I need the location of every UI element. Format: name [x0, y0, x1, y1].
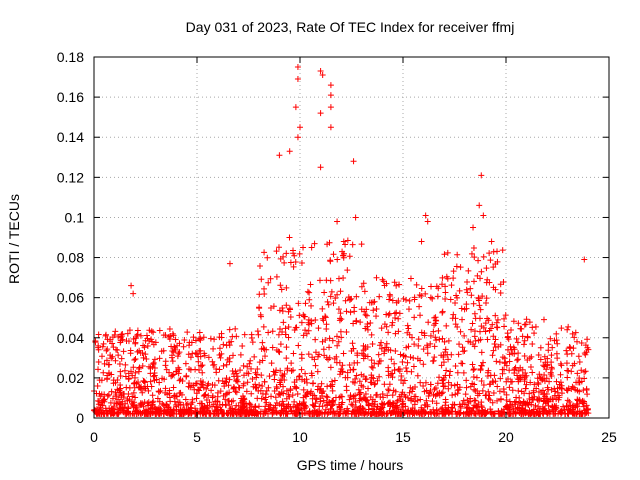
chart-title: Day 031 of 2023, Rate Of TEC Index for r… [186, 19, 515, 35]
y-tick-label: 0 [76, 410, 84, 426]
y-tick-label: 0.16 [57, 89, 84, 105]
x-axis-label: GPS time / hours [297, 457, 404, 473]
y-tick-label: 0.02 [57, 370, 84, 386]
x-tick-label: 5 [193, 429, 201, 445]
y-tick-label: 0.04 [57, 330, 84, 346]
y-tick-label: 0.06 [57, 290, 84, 306]
x-tick-label: 15 [395, 429, 411, 445]
y-tick-label: 0.14 [57, 129, 84, 145]
y-tick-label: 0.12 [57, 169, 84, 185]
x-tick-label: 0 [90, 429, 98, 445]
x-tick-label: 20 [498, 429, 514, 445]
x-tick-label: 10 [292, 429, 308, 445]
y-axis-label: ROTI / TECUs [6, 194, 22, 284]
x-tick-label: 25 [601, 429, 617, 445]
y-tick-label: 0.18 [57, 49, 84, 65]
y-tick-label: 0.08 [57, 250, 84, 266]
y-tick-label: 0.1 [65, 209, 85, 225]
